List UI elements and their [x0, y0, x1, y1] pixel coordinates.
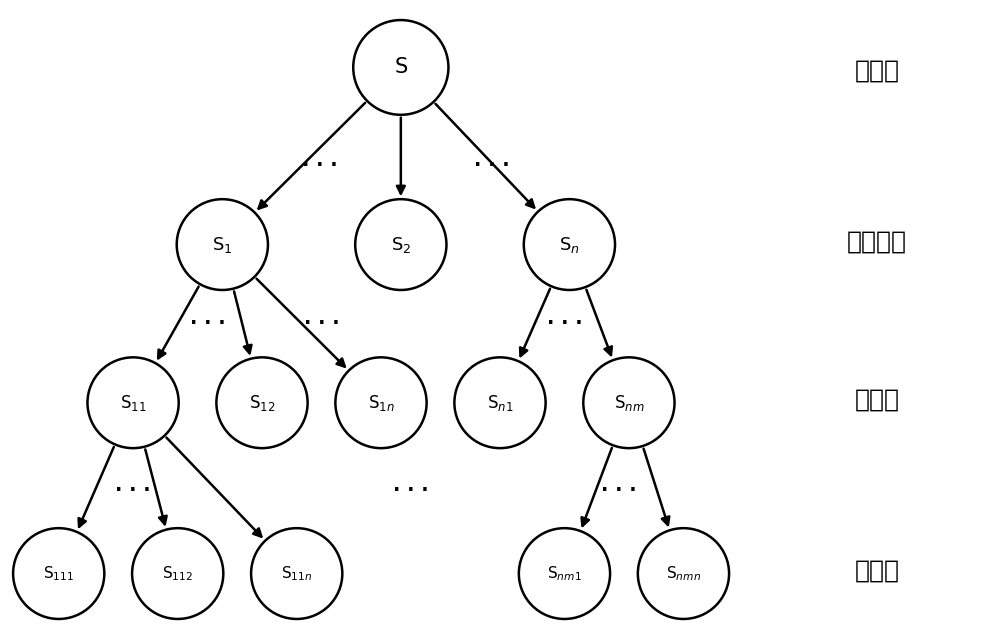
- Text: S$_{1n}$: S$_{1n}$: [368, 393, 394, 413]
- Ellipse shape: [638, 528, 729, 619]
- Text: 零件级: 零件级: [854, 558, 899, 583]
- Text: S$_{111}$: S$_{111}$: [43, 564, 74, 583]
- Text: · · ·: · · ·: [190, 314, 225, 333]
- Text: S$_{n1}$: S$_{n1}$: [487, 393, 513, 413]
- Text: S$_1$: S$_1$: [212, 235, 233, 254]
- Ellipse shape: [87, 357, 179, 448]
- Ellipse shape: [583, 357, 675, 448]
- Text: S$_{11n}$: S$_{11n}$: [281, 564, 312, 583]
- Text: · · ·: · · ·: [115, 481, 151, 499]
- Ellipse shape: [524, 199, 615, 290]
- Ellipse shape: [454, 357, 546, 448]
- Text: S$_{112}$: S$_{112}$: [162, 564, 193, 583]
- Text: S$_2$: S$_2$: [391, 235, 411, 254]
- Ellipse shape: [355, 199, 446, 290]
- Ellipse shape: [216, 357, 308, 448]
- Ellipse shape: [132, 528, 223, 619]
- Text: S: S: [394, 58, 407, 78]
- Text: 子系统级: 子系统级: [847, 229, 907, 253]
- Ellipse shape: [519, 528, 610, 619]
- Text: S$_{nmn}$: S$_{nmn}$: [666, 564, 701, 583]
- Text: 系统级: 系统级: [854, 58, 899, 83]
- Ellipse shape: [335, 357, 427, 448]
- Text: · · ·: · · ·: [302, 156, 337, 175]
- Text: · · ·: · · ·: [474, 156, 510, 175]
- Text: S$_{12}$: S$_{12}$: [249, 393, 275, 413]
- Text: S$_{nm1}$: S$_{nm1}$: [547, 564, 582, 583]
- Text: S$_{nm}$: S$_{nm}$: [614, 393, 644, 413]
- Ellipse shape: [353, 20, 448, 115]
- Ellipse shape: [251, 528, 342, 619]
- Text: · · ·: · · ·: [547, 314, 582, 333]
- Text: · · ·: · · ·: [304, 314, 339, 333]
- Text: S$_n$: S$_n$: [559, 235, 580, 254]
- Ellipse shape: [13, 528, 104, 619]
- Text: S$_{11}$: S$_{11}$: [120, 393, 146, 413]
- Text: 部件级: 部件级: [854, 388, 899, 412]
- Ellipse shape: [177, 199, 268, 290]
- Text: · · ·: · · ·: [601, 481, 637, 499]
- Text: · · ·: · · ·: [393, 481, 429, 499]
